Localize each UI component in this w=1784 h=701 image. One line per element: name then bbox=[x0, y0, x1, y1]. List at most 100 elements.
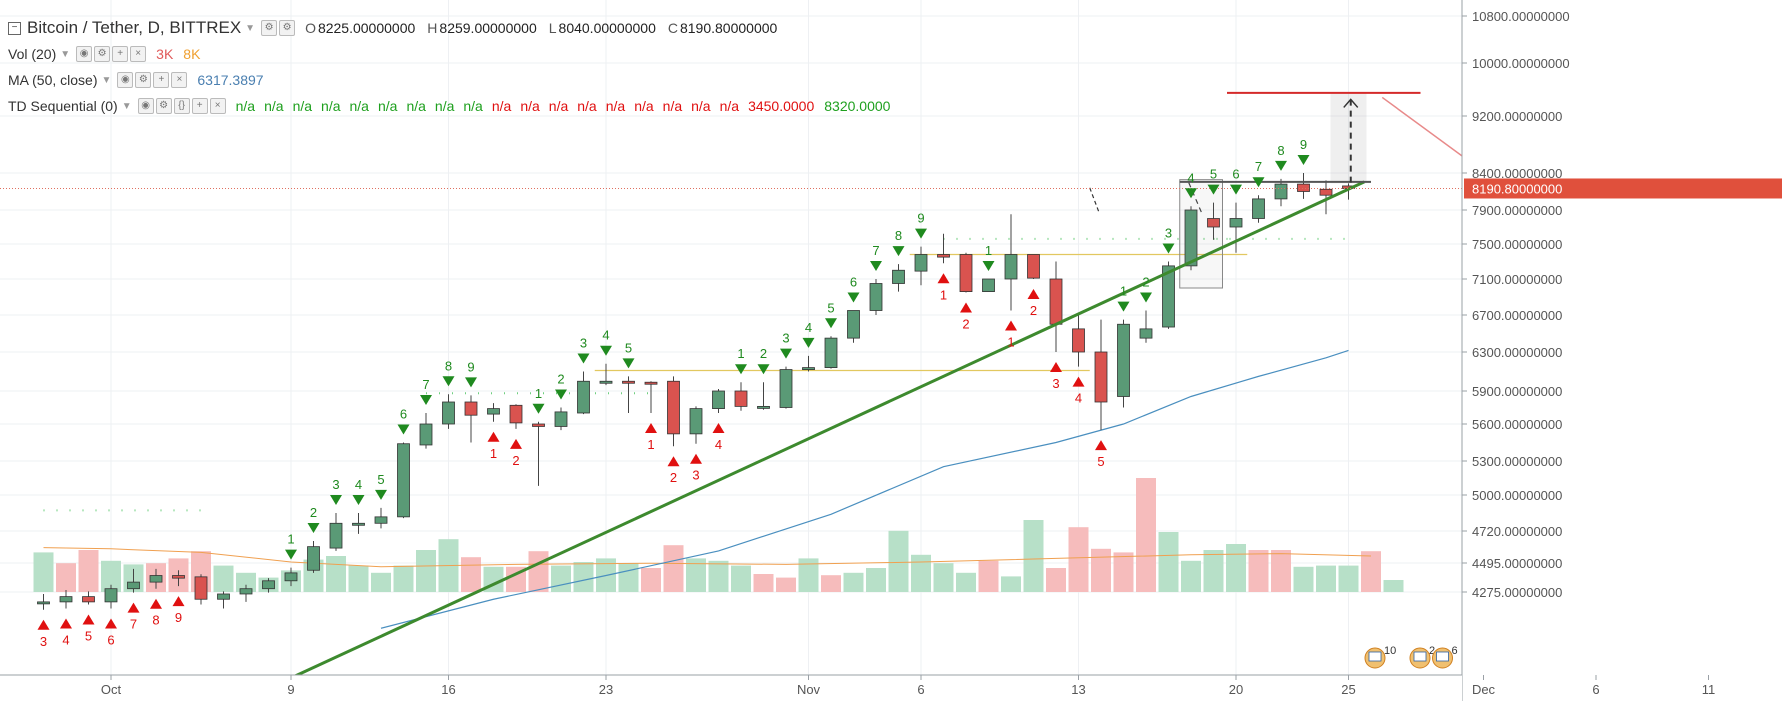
vol-value-1: 3K bbox=[156, 46, 174, 62]
candle-body bbox=[1139, 328, 1153, 339]
td-count-label: 1 bbox=[940, 287, 947, 302]
vol-row: Vol (20) ▼ ◉ ⚙ + × 3K 8K bbox=[8, 46, 210, 62]
volume-bar bbox=[1271, 550, 1291, 592]
candle bbox=[262, 578, 275, 593]
x-tick-label: 6 bbox=[917, 682, 924, 697]
td-value: n/a bbox=[349, 98, 369, 114]
candle-body bbox=[194, 576, 208, 600]
plus-icon[interactable]: + bbox=[191, 98, 208, 114]
td-buy-arrow bbox=[667, 456, 680, 467]
td-sell-arrow bbox=[1207, 184, 1220, 195]
chevron-down-icon[interactable]: ▼ bbox=[60, 48, 71, 60]
y-tick-label: 5300.00000000 bbox=[1472, 454, 1562, 469]
chevron-down-icon[interactable]: ▼ bbox=[245, 22, 256, 34]
y-tick-label: 4275.00000000 bbox=[1472, 585, 1562, 600]
candle bbox=[554, 407, 568, 431]
td-count-label: 4 bbox=[62, 632, 69, 647]
candle-body bbox=[1049, 278, 1063, 325]
gear-icon[interactable]: ⚙ bbox=[135, 72, 152, 88]
trendline bbox=[285, 180, 1365, 682]
candle bbox=[1094, 319, 1108, 431]
volume-bar bbox=[1181, 560, 1201, 592]
settings-gear-icon-2[interactable]: ⚙ bbox=[279, 20, 296, 36]
volume-ma-line bbox=[43, 547, 1372, 568]
eye-icon[interactable]: ◉ bbox=[117, 72, 134, 88]
close-icon[interactable]: × bbox=[209, 98, 226, 114]
x-tick-label: 23 bbox=[599, 682, 613, 697]
plus-icon[interactable]: + bbox=[112, 46, 129, 62]
volume-bar bbox=[866, 568, 886, 592]
volume-bar bbox=[1113, 552, 1134, 592]
td-count-label: 5 bbox=[625, 340, 632, 355]
event-markers: 10 2 6 bbox=[1364, 645, 1458, 669]
td-buy-arrow bbox=[712, 423, 725, 433]
braces-icon[interactable]: {} bbox=[173, 98, 190, 114]
td-count-label: 1 bbox=[737, 346, 744, 361]
candle bbox=[689, 406, 703, 444]
td-buy-arrow bbox=[60, 618, 72, 629]
td-buy-arrow bbox=[487, 431, 500, 442]
flag-icon bbox=[1368, 651, 1382, 662]
td-sell-arrow bbox=[847, 292, 860, 303]
eye-icon[interactable]: ◉ bbox=[137, 98, 154, 114]
candle bbox=[1027, 254, 1040, 279]
candle bbox=[1117, 319, 1130, 408]
td-sell-arrow bbox=[757, 364, 770, 375]
volume-bar bbox=[843, 572, 864, 592]
y-tick-label: 7500.00000000 bbox=[1472, 237, 1562, 252]
td-buy-arrow bbox=[960, 302, 972, 313]
td-count-label: 5 bbox=[1210, 167, 1217, 182]
candle bbox=[442, 394, 455, 429]
candle-body bbox=[262, 580, 275, 590]
collapse-icon[interactable]: − bbox=[8, 21, 21, 35]
close-icon[interactable]: × bbox=[130, 46, 147, 62]
td-count-label: 3 bbox=[580, 336, 587, 351]
candle-body bbox=[239, 588, 253, 595]
td-sell-arrow bbox=[1252, 177, 1265, 188]
chevron-down-icon[interactable]: ▼ bbox=[101, 74, 112, 86]
y-tick-label: 10000.00000000 bbox=[1472, 56, 1570, 71]
volume-bar bbox=[1046, 568, 1066, 592]
td-value: n/a bbox=[377, 98, 398, 114]
td-value: n/a bbox=[491, 98, 512, 114]
volume-bar bbox=[1248, 550, 1269, 592]
candle-body bbox=[1004, 254, 1018, 280]
volume-bar bbox=[1001, 576, 1021, 592]
td-count-label: 4 bbox=[602, 328, 609, 343]
td-buy-arrow bbox=[37, 619, 50, 630]
td-row: TD Sequential (0) ▼ ◉ ⚙{} + × n/a n/a n/a n/a n… bbox=[8, 98, 900, 114]
candle bbox=[622, 376, 635, 413]
y-tick-label: 4720.00000000 bbox=[1472, 524, 1562, 539]
eye-icon[interactable]: ◉ bbox=[76, 46, 93, 62]
candle bbox=[757, 382, 770, 410]
td-value: n/a bbox=[463, 98, 483, 114]
volume-bar bbox=[461, 557, 481, 592]
volume-bar bbox=[753, 574, 774, 592]
gear-icon[interactable]: ⚙ bbox=[155, 98, 172, 114]
td-count-label: 9 bbox=[1300, 137, 1307, 152]
td-count-label: 3 bbox=[692, 468, 699, 483]
candle-body bbox=[1094, 351, 1108, 403]
td-count-label: 1 bbox=[1120, 284, 1127, 299]
td-buy-arrow bbox=[127, 602, 140, 613]
plus-icon[interactable]: + bbox=[153, 72, 170, 88]
x-tick-label: 11 bbox=[1702, 682, 1716, 697]
close-value: 8190.80000000 bbox=[679, 20, 778, 36]
td-sell-arrow bbox=[1117, 301, 1130, 312]
volume-bar bbox=[348, 565, 369, 592]
candle-body bbox=[757, 405, 770, 409]
chevron-down-icon[interactable]: ▼ bbox=[121, 100, 132, 112]
gear-icon[interactable]: ⚙ bbox=[94, 46, 111, 62]
settings-gear-icon[interactable]: ⚙ bbox=[261, 20, 278, 36]
volume-bar bbox=[573, 562, 594, 592]
volume-bar bbox=[911, 554, 931, 592]
candle-body bbox=[397, 443, 410, 518]
close-icon[interactable]: × bbox=[171, 72, 188, 88]
candle-body bbox=[172, 575, 185, 579]
td-sell-arrow bbox=[1140, 292, 1152, 303]
td-sell-arrow bbox=[397, 424, 410, 435]
candle-body bbox=[1184, 209, 1198, 267]
y-axis-background bbox=[1462, 0, 1784, 701]
td-sell-arrow bbox=[420, 395, 432, 405]
